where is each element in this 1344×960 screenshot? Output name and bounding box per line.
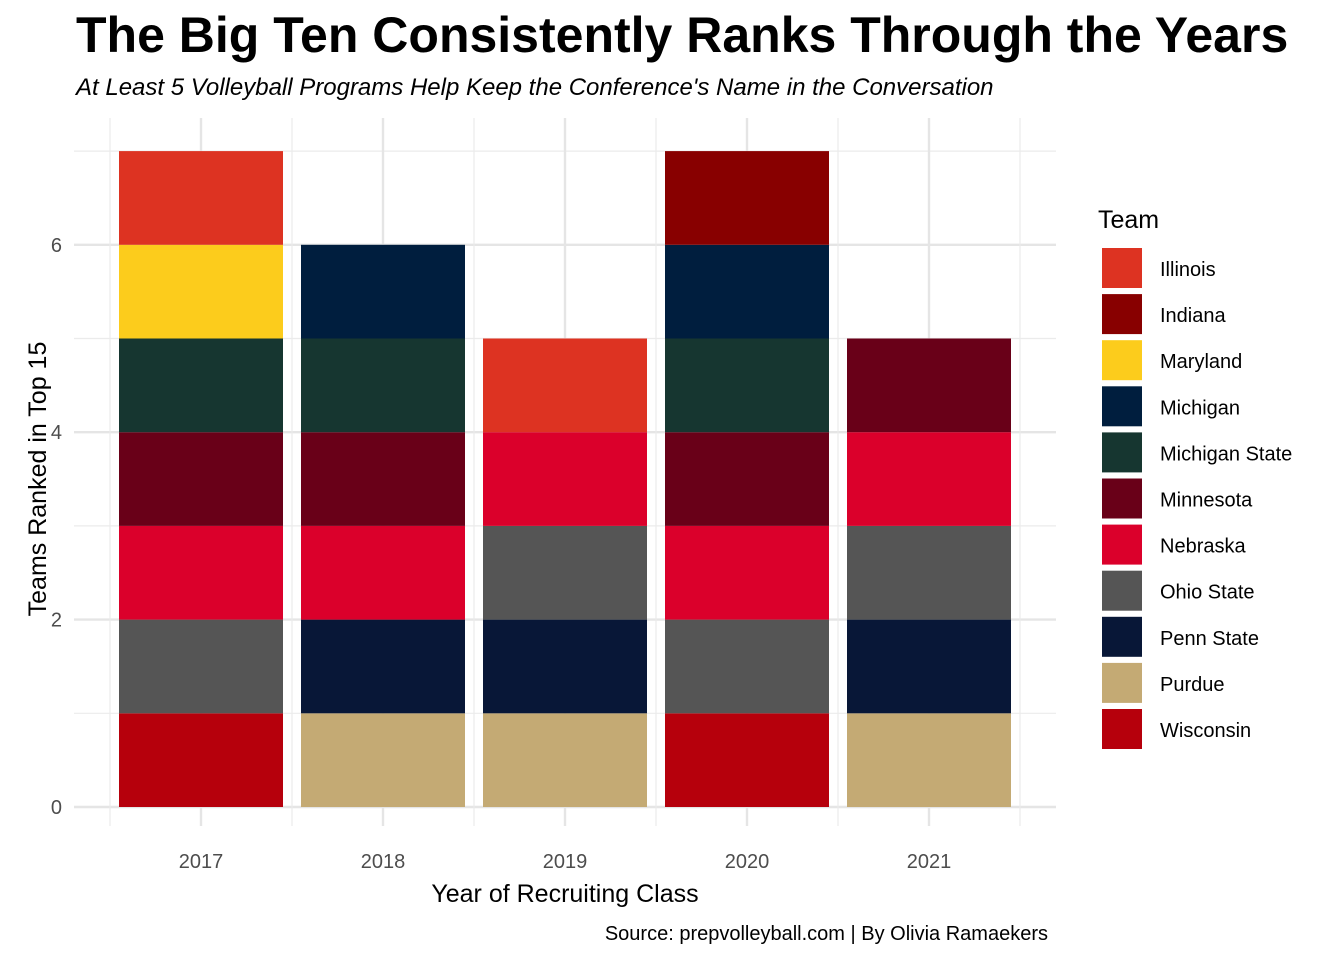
bar-2020-nebraska xyxy=(665,525,829,620)
bar-2021-nebraska xyxy=(847,432,1011,526)
y-tick-label: 6 xyxy=(51,235,62,257)
bar-2017-michigan-state xyxy=(119,338,283,433)
x-axis-ticks: 2017 2018 2019 2020 2021 xyxy=(179,851,952,873)
x-tick-label: 2020 xyxy=(725,851,770,873)
bar-2021-ohio-state xyxy=(847,525,1011,620)
bar-2017-nebraska xyxy=(119,525,283,620)
bar-2017-ohio-state xyxy=(119,619,283,714)
bar-2021-purdue xyxy=(847,713,1011,807)
legend-label: Penn State xyxy=(1160,628,1259,650)
x-tick-label: 2019 xyxy=(543,851,588,873)
bar-2019-penn-state xyxy=(483,619,647,714)
y-tick-label: 0 xyxy=(51,797,62,819)
legend-item: Nebraska xyxy=(1102,524,1246,565)
bar-2021-minnesota xyxy=(847,338,1011,433)
legend-key xyxy=(1102,386,1142,427)
legend-title: Team xyxy=(1098,206,1159,234)
legend-item: Indiana xyxy=(1102,294,1226,335)
legend-label: Purdue xyxy=(1160,674,1225,696)
bar-2019-illinois xyxy=(483,338,647,433)
bar-2018-minnesota xyxy=(301,432,465,526)
legend: Illinois Indiana Maryland Michigan Michigan … xyxy=(1102,248,1292,749)
bar-2018-purdue xyxy=(301,713,465,807)
legend-key xyxy=(1102,340,1142,381)
x-tick-label: 2017 xyxy=(179,851,224,873)
legend-key xyxy=(1102,524,1142,565)
legend-item: Illinois xyxy=(1102,248,1216,288)
chart-caption: Source: prepvolleyball.com | By Olivia R… xyxy=(604,923,1048,945)
bar-2020-ohio-state xyxy=(665,619,829,714)
bar-2017-illinois xyxy=(119,151,283,245)
legend-label: Michigan State xyxy=(1160,443,1292,465)
legend-label: Minnesota xyxy=(1160,490,1253,512)
legend-item: Wisconsin xyxy=(1102,709,1251,749)
legend-key xyxy=(1102,616,1142,657)
legend-item: Minnesota xyxy=(1102,478,1253,519)
chart-subtitle: At Least 5 Volleyball Programs Help Keep… xyxy=(76,74,994,101)
legend-key xyxy=(1102,570,1142,611)
legend-key xyxy=(1102,478,1142,519)
bar-2019-nebraska xyxy=(483,432,647,526)
legend-label: Illinois xyxy=(1160,259,1216,281)
bar-2020-michigan xyxy=(665,244,829,339)
legend-label: Indiana xyxy=(1160,305,1226,327)
x-tick-label: 2018 xyxy=(361,851,406,873)
bar-2021-penn-state xyxy=(847,619,1011,714)
bar-2020-michigan-state xyxy=(665,338,829,433)
legend-key xyxy=(1102,709,1142,749)
bar-2018-penn-state xyxy=(301,619,465,714)
bar-2019-ohio-state xyxy=(483,525,647,620)
y-tick-label: 2 xyxy=(51,610,62,632)
bar-2017-minnesota xyxy=(119,432,283,526)
bar-2018-michigan xyxy=(301,244,465,339)
legend-label: Maryland xyxy=(1160,351,1242,373)
legend-item: Michigan State xyxy=(1102,432,1292,473)
legend-item: Maryland xyxy=(1102,340,1242,381)
x-axis-title: Year of Recruiting Class xyxy=(431,880,698,908)
bar-2018-nebraska xyxy=(301,525,465,620)
bar-2020-indiana xyxy=(665,151,829,245)
x-tick-label: 2021 xyxy=(907,851,952,873)
legend-label: Nebraska xyxy=(1160,536,1246,558)
bars xyxy=(119,151,1011,807)
y-axis-ticks: 0 2 4 6 xyxy=(51,235,62,819)
legend-item: Penn State xyxy=(1102,616,1259,657)
bar-2019-purdue xyxy=(483,713,647,807)
legend-label: Wisconsin xyxy=(1160,720,1251,742)
bar-2020-wisconsin xyxy=(665,713,829,807)
y-tick-label: 4 xyxy=(51,422,62,444)
legend-label: Michigan xyxy=(1160,397,1240,419)
legend-item: Michigan xyxy=(1102,386,1240,427)
legend-key xyxy=(1102,432,1142,473)
legend-label: Ohio State xyxy=(1160,582,1255,604)
chart-title: The Big Ten Consistently Ranks Through t… xyxy=(76,7,1289,63)
legend-key xyxy=(1102,662,1142,703)
legend-item: Purdue xyxy=(1102,662,1225,703)
bar-2020-minnesota xyxy=(665,432,829,526)
legend-key xyxy=(1102,294,1142,335)
bar-2017-maryland xyxy=(119,244,283,339)
legend-key xyxy=(1102,248,1142,288)
legend-item: Ohio State xyxy=(1102,570,1255,611)
y-axis-title: Teams Ranked in Top 15 xyxy=(24,342,52,617)
bar-2017-wisconsin xyxy=(119,713,283,807)
bar-2018-michigan-state xyxy=(301,338,465,433)
